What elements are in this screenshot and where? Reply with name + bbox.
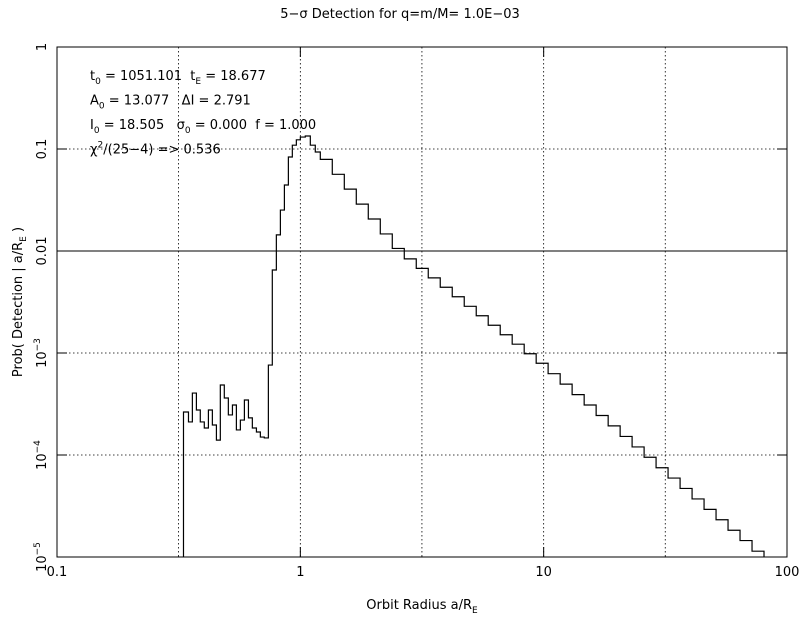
x-tick-label: 100 <box>775 565 800 580</box>
tick-text: 0.1 <box>35 139 50 160</box>
tick-base: 10 <box>35 351 50 368</box>
y-tick-label: 1 <box>35 43 50 51</box>
y-tick-label: 0.01 <box>35 237 50 266</box>
subscript: 0 <box>185 126 191 136</box>
y-tick-label: 10−5 <box>33 542 50 572</box>
text-part: I <box>90 118 94 133</box>
chart-title: 5−σ Detection for q=m/M= 1.0E−03 <box>280 7 520 22</box>
annotation: χ2​/(25−4) => 0.536 <box>90 141 221 158</box>
text-part: = 18.677 <box>201 69 266 84</box>
text-part: = 1051.101 t <box>101 69 196 84</box>
annotation: t0​ = 1051.101 tE​ = 18.677 <box>90 69 266 87</box>
subscript: E <box>472 606 478 616</box>
tick-base: 10 <box>35 555 50 572</box>
x-axis-label: Orbit Radius a/RE​ <box>366 598 478 616</box>
tick-base: 10 <box>35 453 50 470</box>
text-part: = 13.077 ΔI = 2.791 <box>105 94 251 109</box>
subscript: E <box>19 236 29 242</box>
subscript: 0 <box>94 126 100 136</box>
annotation: I0​ = 18.505 σ0​ = 0.000 f = 1.000 <box>90 118 316 136</box>
superscript: 2 <box>98 141 104 151</box>
text-part: A <box>90 94 99 109</box>
tick-exponent: −4 <box>33 440 43 454</box>
text-part: = 18.505 σ <box>100 118 185 133</box>
plot-frame <box>56 46 788 558</box>
text-part: Orbit Radius a/R <box>366 598 472 613</box>
tick-exponent: −5 <box>33 542 43 555</box>
text-part: χ <box>90 143 98 158</box>
x-tick-label: 0.1 <box>47 565 68 580</box>
text-part: /(25−4) => 0.536 <box>103 143 221 158</box>
text-part: = 0.000 f = 1.000 <box>191 118 317 133</box>
y-axis-label: Prob( Detection | a/RE​ ) <box>11 227 29 377</box>
y-tick-label: 10−3 <box>33 338 50 368</box>
annotation: A0​ = 13.077 ΔI = 2.791 <box>90 94 251 112</box>
subscript: 0 <box>99 102 105 112</box>
y-tick-label: 0.1 <box>35 139 50 160</box>
x-tick-label: 1 <box>296 565 304 580</box>
tick-text: 1 <box>35 43 50 51</box>
subscript: 0 <box>95 77 101 87</box>
tick-exponent: −3 <box>33 338 43 351</box>
step-line <box>182 135 765 557</box>
text-part: ) <box>11 227 26 236</box>
text-part: Prob( Detection | a/R <box>11 242 26 377</box>
text-part: t <box>90 69 95 84</box>
y-tick-label: 10−4 <box>33 440 50 470</box>
subscript: E <box>195 77 201 87</box>
tick-text: 0.01 <box>35 237 50 266</box>
x-tick-label: 10 <box>535 565 552 580</box>
